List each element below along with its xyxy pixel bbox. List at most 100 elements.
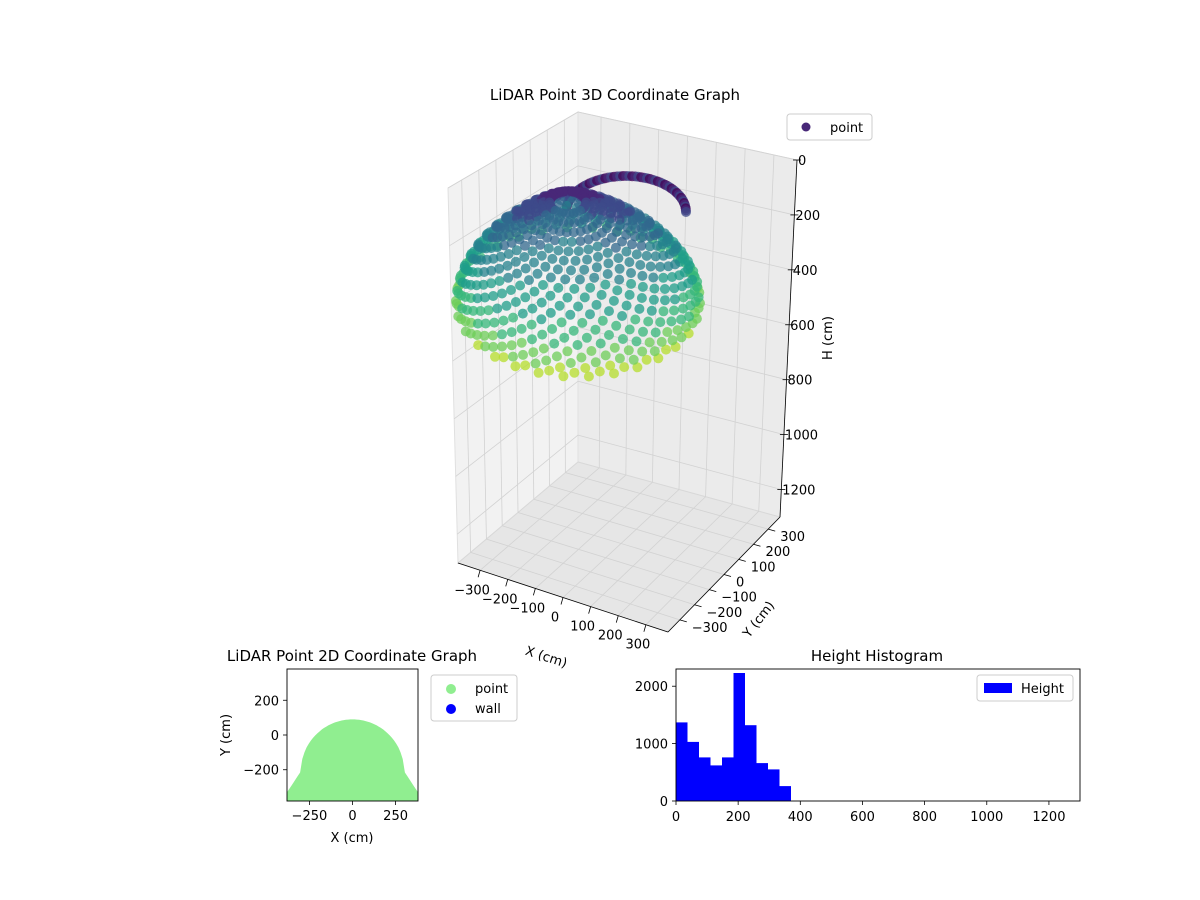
scatter-point-3d	[497, 288, 507, 299]
scatter-point-3d	[605, 360, 616, 371]
scatter-point-3d	[582, 254, 593, 265]
scatter-point-3d	[645, 261, 656, 272]
scatter-point-3d	[468, 305, 479, 316]
scatter-point-3d	[637, 270, 648, 281]
scatter-point-3d	[497, 341, 508, 352]
scatter-point-3d	[494, 263, 505, 274]
y-tick-label-3d: −100	[721, 591, 757, 606]
scatter-point-3d	[478, 279, 489, 290]
x-tick-label-3d: −300	[454, 583, 490, 598]
legend-2d-label-wall: wall	[475, 702, 501, 717]
x-tick-3d	[588, 606, 592, 614]
scatter-point-3d	[542, 232, 553, 243]
x-tick-label-3d: 200	[598, 629, 623, 644]
scatter-point-3d	[644, 241, 655, 252]
grid-z-back	[577, 380, 785, 436]
scatter-point-3d	[518, 349, 528, 360]
scatter-point-3d	[545, 290, 556, 301]
y-tick-label-3d: −200	[707, 606, 743, 621]
scatter-point-3d	[641, 354, 652, 365]
scatter-point-3d	[658, 250, 669, 261]
scatter-point-3d	[621, 300, 632, 311]
scatter-point-3d	[510, 297, 521, 307]
scatter-point-3d	[562, 292, 573, 303]
scatter-point-3d	[613, 253, 624, 264]
scatter-point-3d	[658, 306, 669, 317]
scatter-point-3d	[566, 236, 577, 247]
scatter-point-3d	[585, 309, 595, 320]
scatter-point-3d	[669, 283, 680, 294]
scatter-point-3d	[621, 246, 632, 257]
histogram-bar	[699, 757, 711, 801]
scatter-point-3d	[538, 343, 549, 354]
y-tick-label-2d: 0	[271, 729, 279, 744]
x-tick-3d	[532, 588, 536, 596]
scatter-point-3d	[592, 241, 603, 252]
scatter-point-3d	[617, 334, 628, 344]
scatter-point-3d	[555, 362, 565, 373]
scatter-point-3d	[652, 240, 663, 251]
title-histogram: Height Histogram	[811, 647, 943, 665]
scatter-point-3d	[506, 237, 517, 248]
scatter-point-3d	[560, 208, 571, 219]
y-tick-label-3d: 200	[765, 545, 790, 560]
scatter-point-3d	[547, 253, 558, 264]
y-tick-3d	[679, 619, 687, 623]
scatter-point-3d	[510, 361, 521, 372]
scatter-point-3d	[572, 340, 583, 350]
x-tick-label-2d: −250	[292, 809, 328, 824]
histogram-bar	[779, 786, 791, 801]
z-tick-label-3d: 1200	[782, 484, 815, 499]
x-tick-label-hist: 200	[726, 810, 751, 825]
z-axis-line	[779, 159, 798, 518]
scatter-point-3d	[590, 357, 601, 368]
z-tick-label-3d: 1000	[785, 429, 818, 444]
scatter-point-3d	[667, 272, 678, 282]
scatter-point-3d	[549, 235, 560, 246]
scatter-point-3d	[558, 371, 569, 382]
scatter-point-3d	[488, 291, 499, 301]
scatter-point-3d	[563, 246, 574, 257]
legend-hist-box	[976, 674, 1074, 702]
scatter-point-3d	[603, 258, 614, 269]
histogram-bars	[676, 673, 791, 801]
scatter-point-3d	[669, 305, 679, 316]
grid-z-left	[455, 380, 579, 477]
title-3d: LiDAR Point 3D Coordinate Graph	[490, 86, 740, 104]
scatter-point-3d	[502, 260, 513, 271]
scatter-point-3d	[579, 264, 590, 275]
scatter-point-3d	[529, 286, 540, 297]
y-tick-3d	[753, 543, 761, 547]
scatter-point-3d	[544, 365, 555, 376]
ticks-histogram: 0 200 400 600 800 1000 1200 0 1000 2000	[635, 680, 1066, 825]
scatter-point-3d	[619, 362, 630, 373]
scatter-point-3d	[503, 249, 514, 259]
z-axis-label-3d: H (cm)	[821, 316, 836, 360]
y-tick-label-2d: 200	[254, 694, 279, 709]
scatter-point-3d	[533, 367, 544, 378]
scatter-point-3d	[483, 305, 494, 316]
scatter-point-3d	[602, 269, 613, 279]
scatter-point-3d	[558, 236, 569, 247]
scatter-point-3d	[666, 316, 677, 327]
scatter-point-3d	[503, 272, 514, 283]
scatter-point-3d	[681, 207, 691, 217]
scatter-point-3d	[655, 261, 666, 272]
scatter-point-3d	[547, 324, 558, 334]
x-tick-label-hist: 800	[912, 810, 937, 825]
scatter-point-3d	[530, 358, 541, 369]
x-tick-3d	[615, 615, 619, 623]
scatter-point-3d	[489, 317, 500, 328]
scatter-point-3d	[573, 246, 584, 257]
z-tick-label-3d: 200	[795, 209, 820, 224]
grid-y-floor	[549, 485, 754, 545]
scatter-point-3d	[597, 315, 608, 326]
histogram-bar	[733, 673, 745, 801]
scatter-point-3d	[596, 289, 607, 300]
scatter-point-3d	[684, 311, 694, 322]
histogram-bar	[687, 741, 699, 801]
scatter-point-3d	[551, 351, 562, 362]
x-axis-label-2d: X (cm)	[331, 831, 374, 846]
scatter-point-3d	[617, 311, 628, 321]
